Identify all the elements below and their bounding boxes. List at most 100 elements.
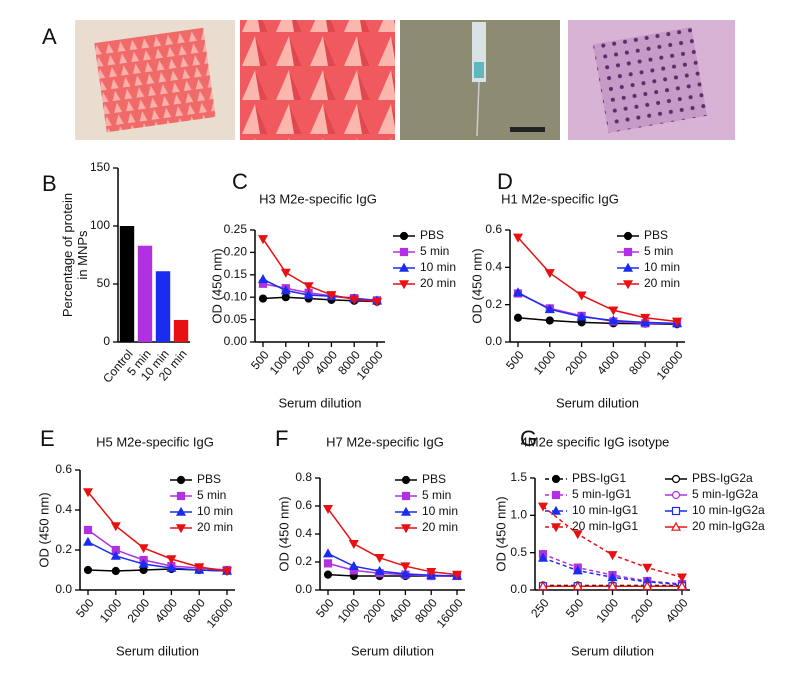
legend-label: 5 min-IgG1 xyxy=(572,487,632,501)
legend-label: 10 min-IgG2a xyxy=(692,503,765,517)
marker xyxy=(349,295,360,305)
marker xyxy=(640,313,651,323)
photo-strip xyxy=(75,20,735,140)
marker xyxy=(138,558,149,568)
scale-bar xyxy=(510,127,545,132)
chart-title: H3 M2e-specific IgG xyxy=(259,191,377,206)
needle xyxy=(476,81,480,137)
y-tick-label: 0.15 xyxy=(224,267,248,281)
chart-title: H7 M2e-specific IgG xyxy=(326,434,444,449)
panel-label: C xyxy=(232,169,248,194)
y-tick-label: 1.5 xyxy=(510,470,527,484)
marker xyxy=(513,313,523,322)
legend-marker xyxy=(551,474,561,484)
marker xyxy=(258,294,268,303)
marker xyxy=(303,282,314,292)
marker xyxy=(138,544,149,554)
bar xyxy=(137,245,153,342)
panel-label: E xyxy=(40,426,55,451)
y-tick-label: 0.6 xyxy=(485,222,502,236)
legend-marker xyxy=(671,506,681,516)
series-line xyxy=(327,562,457,577)
legend-marker xyxy=(399,231,409,241)
y-axis-label: OD (450 nm) xyxy=(469,248,484,323)
panel-label: A xyxy=(42,24,57,49)
x-axis-label: Serum dilution xyxy=(116,643,199,658)
marker xyxy=(676,573,688,583)
patch xyxy=(94,27,216,133)
legend-label: PBS-IgG2a xyxy=(692,471,753,485)
marker xyxy=(281,293,290,302)
legend-marker xyxy=(401,475,411,485)
legend-marker xyxy=(551,490,561,500)
marker xyxy=(608,315,619,325)
y-axis-label-line: Percentage of protein xyxy=(60,193,75,317)
legend-label: 20 min xyxy=(422,520,458,534)
marker xyxy=(451,570,463,580)
legend-label: 5 min xyxy=(420,244,449,258)
legend-label: 10 min xyxy=(422,504,458,518)
marker xyxy=(83,565,93,575)
x-axis-label: Serum dilution xyxy=(556,395,639,410)
legend-marker xyxy=(670,521,682,531)
marker xyxy=(194,563,205,573)
series-line xyxy=(87,541,228,572)
syringe-fluid xyxy=(474,62,484,78)
legend-label: 20 min xyxy=(420,276,456,290)
bar xyxy=(155,271,171,342)
x-tick-label: 16000 xyxy=(654,348,686,383)
series-line xyxy=(87,529,228,571)
y-axis-label: OD (450 nm) xyxy=(276,496,291,571)
y-tick-label: 0.4 xyxy=(295,526,312,540)
legend-marker xyxy=(550,523,562,533)
legend-marker xyxy=(622,280,634,290)
marker xyxy=(374,554,385,564)
legend-marker xyxy=(671,490,681,500)
x-tick-label: 4000 xyxy=(152,596,180,626)
x-tick-label: 4000 xyxy=(386,596,414,626)
marker xyxy=(280,268,291,278)
y-tick-label: 0.25 xyxy=(224,222,248,236)
x-tick-label: 4000 xyxy=(663,596,691,626)
y-tick-label: 1.0 xyxy=(510,508,527,522)
legend-label: 5 min-IgG2a xyxy=(692,487,758,501)
y-tick-label: 0.5 xyxy=(510,545,527,559)
marker xyxy=(303,289,314,299)
y-tick-label: 0 xyxy=(103,334,110,348)
marker xyxy=(374,565,385,575)
marker xyxy=(82,536,94,546)
x-tick-label: 1000 xyxy=(593,596,621,626)
panel-label: G xyxy=(520,426,537,451)
x-axis-label: Serum dilution xyxy=(571,643,654,658)
marker xyxy=(512,233,524,243)
marker xyxy=(576,291,587,301)
y-tick-label: 0.4 xyxy=(55,502,72,516)
x-tick-label: 16000 xyxy=(204,596,236,631)
y-tick-label: 0.2 xyxy=(485,297,502,311)
marker xyxy=(544,304,555,314)
legend-label: PBS xyxy=(420,228,444,242)
marker xyxy=(323,559,333,568)
marker xyxy=(512,287,524,297)
legend-label: 10 min xyxy=(197,504,233,518)
photo-closeup xyxy=(240,20,395,140)
marker xyxy=(83,525,93,535)
marker xyxy=(400,568,411,578)
marker xyxy=(323,570,333,579)
marker xyxy=(257,235,269,245)
marker xyxy=(537,502,549,512)
x-tick-label: 1000 xyxy=(267,348,295,378)
legend-marker xyxy=(671,474,681,484)
y-tick-label: 0.20 xyxy=(224,245,248,259)
marker xyxy=(280,285,291,295)
marker xyxy=(537,581,549,591)
marker xyxy=(371,297,383,307)
x-tick-label: 1000 xyxy=(531,348,559,378)
series-line xyxy=(327,508,458,576)
chart-panel: 0.00.20.40.60.8F500100020004000800016000… xyxy=(275,426,466,659)
x-tick-label: 4000 xyxy=(312,348,340,378)
marker xyxy=(111,566,120,576)
